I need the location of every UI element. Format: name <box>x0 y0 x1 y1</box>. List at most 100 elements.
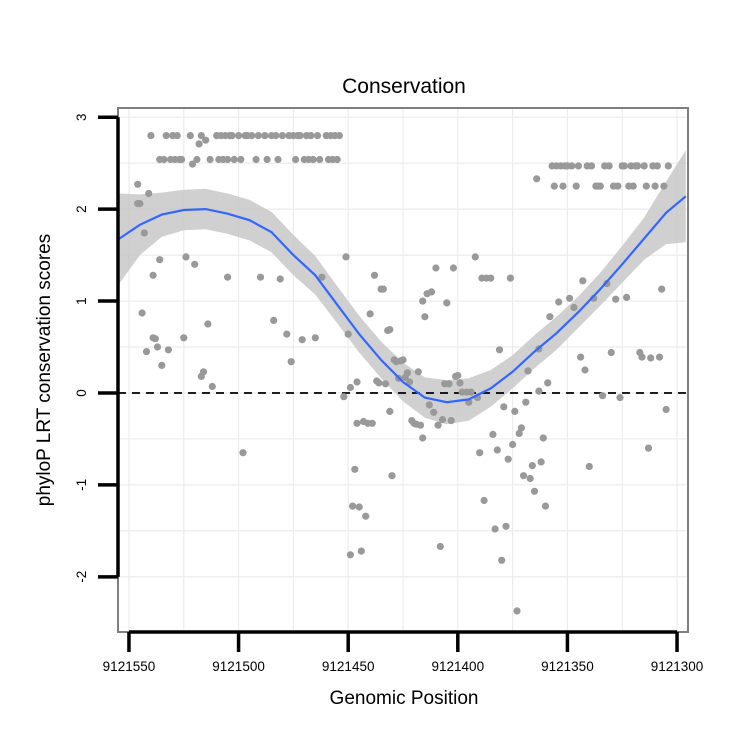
data-point <box>449 264 457 272</box>
data-point <box>515 429 523 437</box>
data-point <box>173 132 181 140</box>
data-point <box>471 253 479 261</box>
data-point <box>254 132 262 140</box>
data-point <box>151 335 159 343</box>
data-point <box>162 132 170 140</box>
data-point <box>541 502 550 510</box>
data-point <box>436 542 444 551</box>
data-point <box>252 155 260 164</box>
data-point <box>386 326 394 334</box>
data-point <box>504 455 512 463</box>
data-point <box>430 408 438 416</box>
data-point <box>528 462 536 470</box>
data-point <box>506 274 514 282</box>
data-point <box>353 419 361 427</box>
data-point <box>607 348 615 357</box>
data-point <box>489 430 497 438</box>
confidence-band <box>118 150 686 425</box>
data-point <box>256 273 265 281</box>
data-point <box>274 155 282 164</box>
data-point <box>292 155 300 164</box>
data-point <box>272 132 280 140</box>
data-point <box>134 200 142 208</box>
data-point <box>351 465 359 473</box>
data-point <box>634 162 642 170</box>
data-point <box>568 162 576 170</box>
x-tick-label: 9121500 <box>212 659 265 674</box>
data-point <box>537 458 545 466</box>
data-point <box>188 160 197 168</box>
data-point <box>535 387 543 395</box>
data-point <box>379 285 387 293</box>
data-point <box>204 320 212 328</box>
x-axis-label: Genomic Position <box>330 688 479 709</box>
data-point <box>664 162 672 170</box>
data-point <box>416 421 425 429</box>
data-point <box>375 379 383 387</box>
data-point <box>487 274 495 282</box>
data-point <box>178 155 186 164</box>
data-point <box>313 132 322 140</box>
data-point <box>419 434 427 442</box>
data-point <box>508 440 517 449</box>
data-point <box>388 472 396 480</box>
data-point <box>493 446 501 454</box>
data-point <box>287 358 295 366</box>
data-point <box>346 551 354 559</box>
data-point <box>208 382 216 391</box>
data-point <box>381 380 390 388</box>
data-point <box>199 368 208 376</box>
data-point <box>456 379 464 387</box>
data-point <box>585 462 593 471</box>
y-axis: 3 2 1 0 -1 -2 <box>74 113 120 583</box>
data-point <box>662 405 670 414</box>
data-point <box>140 229 148 237</box>
data-point <box>296 132 304 140</box>
data-point <box>149 271 157 279</box>
data-point <box>651 182 659 190</box>
data-point <box>443 299 451 307</box>
data-point <box>362 512 370 520</box>
smooth-line <box>117 195 687 404</box>
data-point <box>520 472 528 480</box>
data-point <box>445 380 453 388</box>
data-point <box>546 313 554 321</box>
data-point <box>570 303 578 312</box>
data-point <box>270 316 278 324</box>
data-point <box>644 444 653 452</box>
data-point <box>344 330 352 338</box>
data-point <box>355 503 363 511</box>
data-point <box>276 275 284 283</box>
data-point <box>530 487 539 495</box>
x-tick-label: 9121550 <box>103 659 156 674</box>
y-tick-label: -1 <box>74 479 89 491</box>
data-point <box>224 273 232 281</box>
data-point <box>502 522 510 530</box>
data-point <box>574 162 583 170</box>
data-point <box>629 182 637 190</box>
data-point <box>438 416 447 424</box>
data-point <box>658 285 666 293</box>
data-point <box>399 356 407 364</box>
data-point <box>555 298 563 306</box>
y-tick-label: 3 <box>74 113 89 121</box>
data-point <box>491 525 499 533</box>
confidence-band-layer <box>118 150 686 425</box>
data-point <box>230 155 238 164</box>
data-point <box>153 343 162 351</box>
x-tick-label: 9121450 <box>322 659 375 674</box>
data-point <box>357 547 365 555</box>
data-point <box>559 182 567 190</box>
data-point <box>403 369 411 377</box>
data-point <box>500 403 508 411</box>
data-point <box>202 136 210 144</box>
data-point <box>346 383 354 392</box>
data-point <box>158 361 166 369</box>
data-point <box>427 288 436 296</box>
data-point <box>587 162 596 170</box>
y-tick-label: 2 <box>74 205 89 213</box>
smooth-line-layer <box>117 195 687 404</box>
data-point <box>156 256 164 264</box>
data-point <box>261 132 269 140</box>
data-point <box>421 313 429 321</box>
